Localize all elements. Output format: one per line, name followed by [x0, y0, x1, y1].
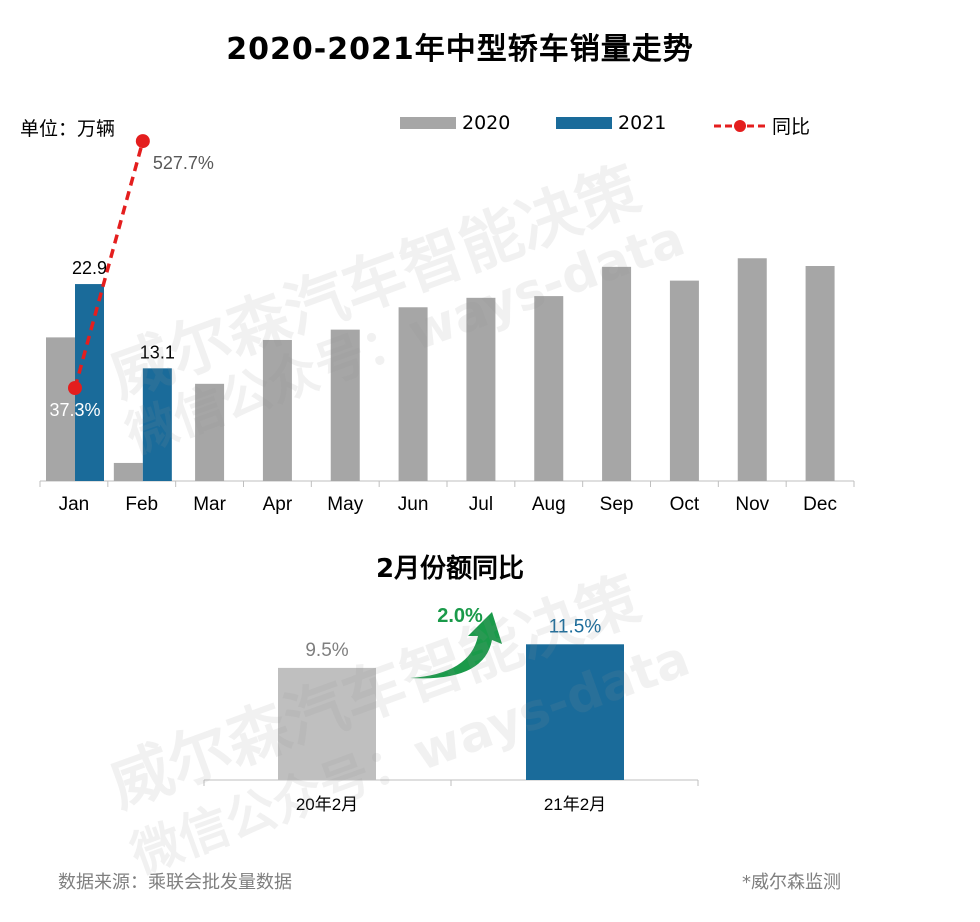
data-label-2021-jan: 22.9	[72, 258, 107, 278]
x-tick-label: Sep	[600, 494, 634, 515]
yoy-label-jan: 37.3%	[49, 400, 100, 420]
chart-title: 2020-2021年中型轿车销量走势	[226, 32, 694, 67]
bar-2020-dec	[805, 266, 835, 481]
bar-2020-jul	[466, 297, 496, 481]
x-tick-label: Feb	[125, 494, 158, 515]
share-bar-chart: 9.5% 20年2月 11.5% 21年2月 2.0%	[203, 605, 699, 814]
share-bar-2020	[278, 667, 376, 780]
legend-item-2020: 2020	[400, 112, 510, 134]
legend-item-yoy: 同比	[712, 112, 810, 139]
bar-2020-aug	[534, 296, 564, 481]
bar-2020-feb	[113, 462, 143, 481]
x-tick-label: May	[327, 494, 363, 515]
legend-label-2020: 2020	[462, 112, 511, 134]
legend-label-yoy: 同比	[772, 116, 811, 138]
share-chart-title: 2月份额同比	[375, 554, 525, 584]
yoy-line	[73, 140, 145, 389]
yoy-point	[135, 134, 150, 149]
main-bar-chart: 22.9 Jan 13.1 Feb Mar Apr May Jun Jul Aug Sep Oct No…	[39, 134, 855, 515]
bar-2020-mar	[195, 383, 225, 481]
legend-item-2021: 2021	[556, 112, 666, 134]
share-bar-2021	[526, 644, 624, 780]
legend-swatch-2020	[400, 117, 456, 129]
share-data-label: 11.5%	[549, 616, 602, 637]
bar-2020-jun	[398, 307, 428, 481]
yoy-label-feb: 527.7%	[153, 153, 214, 173]
x-tick-label: Jul	[469, 494, 493, 515]
legend-label-2021: 2021	[618, 112, 667, 134]
bar-2020-apr	[262, 339, 292, 481]
x-tick-label: Dec	[803, 494, 837, 515]
bar-2020-sep	[602, 266, 632, 481]
bar-2020-jan	[46, 337, 75, 481]
share-x-tick-label: 20年2月	[296, 795, 358, 814]
legend-swatch-yoy	[714, 119, 766, 132]
unit-label: 单位：万辆	[20, 118, 116, 140]
x-tick-label: Mar	[193, 494, 226, 515]
x-tick-label: Aug	[532, 494, 566, 515]
bar-2020-oct	[669, 280, 699, 481]
credit-note: *威尔森监测	[742, 872, 841, 893]
data-label-2021-feb: 13.1	[140, 342, 175, 362]
bar-2020-may	[330, 329, 360, 481]
share-x-tick-label: 21年2月	[544, 795, 606, 814]
x-tick-label: Oct	[670, 494, 700, 515]
x-tick-label: Nov	[735, 494, 769, 515]
share-change-label: 2.0%	[437, 605, 483, 627]
data-source: 数据来源：乘联会批发量数据	[58, 872, 292, 893]
bar-2021-jan	[75, 284, 104, 481]
x-tick-label: Apr	[263, 494, 293, 515]
x-tick-label: Jan	[59, 494, 90, 515]
increase-arrow-icon	[410, 612, 502, 679]
yoy-point	[68, 381, 82, 395]
bar-2020-nov	[737, 258, 767, 481]
legend-swatch-2021	[556, 117, 612, 129]
share-data-label: 9.5%	[305, 640, 348, 661]
x-tick-label: Jun	[398, 494, 429, 515]
bar-2021-feb	[142, 368, 172, 481]
